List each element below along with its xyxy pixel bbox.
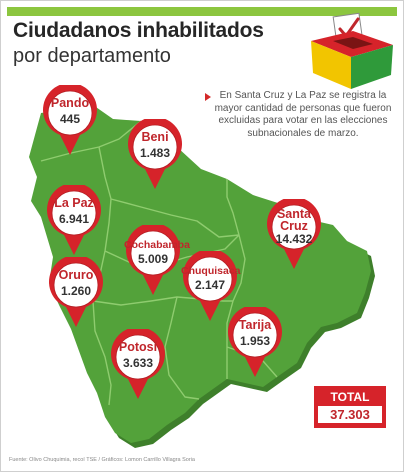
pin-value: 5.009 — [137, 252, 169, 266]
pin-santa-cruz: Santa Cruz 14.432 — [265, 199, 323, 271]
pin-tarija: Tarija 1.953 — [226, 307, 284, 379]
pin-label: Tarija — [238, 318, 272, 332]
pin-chuquisaca: Chuquisaca 2.147 — [181, 251, 241, 323]
ballot-box-icon — [311, 12, 393, 89]
location-pin-icon — [228, 307, 282, 377]
pin-potosi: Potosí 3.633 — [109, 329, 167, 401]
pin-value: 1.260 — [60, 284, 92, 298]
pin-cochabamba: Cochabamba 5.009 — [124, 225, 190, 297]
pin-beni: Beni 1.483 — [126, 119, 184, 191]
pin-la-paz: La Paz 6.941 — [45, 185, 103, 257]
source-credit: Fuente: Olivo Chuquimia, recoí TSE / Grá… — [9, 457, 195, 463]
pin-pando: Pando 445 — [41, 85, 99, 157]
pin-label: Beni — [141, 130, 169, 144]
pin-label: Oruro — [58, 268, 94, 282]
location-pin-icon — [267, 199, 321, 269]
location-pin-icon — [183, 251, 237, 321]
subtitle: por departamento — [13, 45, 171, 67]
note-marker — [205, 93, 211, 101]
pin-label: Pando — [50, 96, 90, 110]
pin-label: Chuquisaca — [181, 265, 241, 277]
location-pin-icon — [43, 85, 97, 155]
pin-value: 1.953 — [239, 334, 271, 348]
total-value: 37.303 — [318, 406, 382, 423]
pin-value: 6.941 — [58, 212, 90, 226]
pin-label: Potosí — [118, 340, 158, 354]
pin-label: Cochabamba — [124, 239, 190, 251]
total-label: TOTAL — [330, 390, 370, 404]
note-text: En Santa Cruz y La Paz se registra la ma… — [214, 90, 392, 139]
location-pin-icon — [111, 329, 165, 399]
pin-value: 14.432 — [275, 232, 313, 246]
location-pin-icon — [128, 119, 182, 189]
accent-bar — [7, 7, 397, 16]
location-pin-icon — [49, 257, 103, 327]
location-pin-icon — [47, 185, 101, 255]
pin-value: 3.633 — [122, 356, 154, 370]
pin-oruro: Oruro 1.260 — [47, 257, 105, 329]
pin-value: 1.483 — [139, 146, 171, 160]
title: Ciudadanos inhabilitados — [13, 19, 264, 42]
pin-value: 445 — [59, 112, 81, 126]
pin-label: Santa Cruz — [276, 207, 312, 233]
pin-value: 2.147 — [194, 278, 226, 292]
location-pin-icon — [126, 225, 180, 295]
total-box: TOTAL 37.303 — [314, 386, 386, 428]
pin-label: La Paz — [54, 196, 94, 210]
